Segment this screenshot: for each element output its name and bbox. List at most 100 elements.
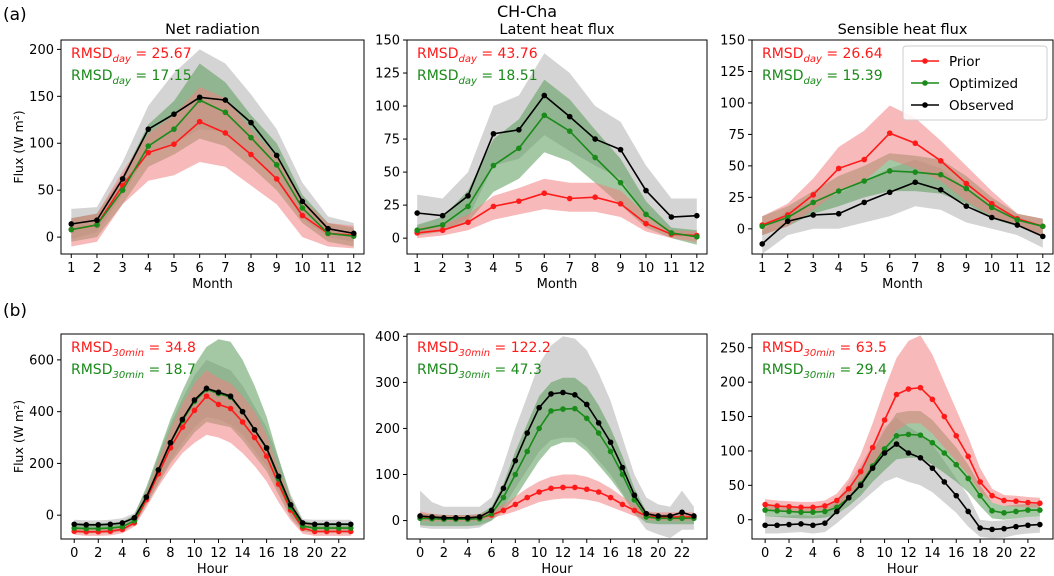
x-tick-label: 0	[70, 546, 78, 561]
optimized-point	[95, 525, 102, 532]
subplot-b3: 0 2 4 6 8 10 12 14 16 18 20 22 0 50 100 150 200 250 Hour RM…	[720, 333, 1054, 576]
optimized-point	[798, 509, 804, 515]
prior-point	[643, 220, 649, 227]
observed-point	[1001, 525, 1007, 532]
x-tick-label: 5	[170, 261, 178, 276]
observed-point	[441, 515, 447, 521]
optimized-point	[822, 508, 828, 515]
optimized-point	[1014, 217, 1021, 223]
rmsd-prior-annotation: RMSDday = 43.76	[417, 46, 538, 65]
y-tick-label: 400	[375, 330, 400, 345]
x-tick-label: 1	[758, 261, 766, 276]
prior-point	[869, 444, 876, 451]
x-tick-label: 6	[833, 546, 841, 561]
y-tick-label: 25	[383, 199, 400, 214]
optimized-point	[222, 109, 229, 116]
rmsd-opt-annotation: RMSDday = 15.39	[762, 68, 883, 87]
subplot-title: Latent heat flux	[499, 22, 615, 38]
x-tick-label: 11	[320, 261, 337, 276]
observed-point	[643, 187, 649, 194]
x-tick-label: 4	[809, 546, 817, 561]
optimized-point	[1039, 223, 1046, 230]
observed-band	[762, 159, 1043, 254]
optimized-point	[912, 169, 919, 175]
optimized-point	[679, 515, 685, 522]
prior-point	[963, 180, 970, 187]
x-tick-label: 18	[972, 546, 989, 561]
observed-line	[71, 96, 354, 235]
observed-point	[203, 385, 210, 392]
rmsd-prior-annotation: RMSDday = 25.67	[71, 46, 192, 65]
y-tick-label: 600	[29, 353, 54, 368]
x-tick-label: 2	[784, 261, 792, 276]
prior-point	[774, 503, 780, 509]
optimized-point	[145, 143, 152, 149]
axes-frame	[406, 39, 708, 255]
observed-point	[347, 521, 354, 528]
prior-point	[215, 401, 222, 408]
prior-point	[179, 424, 186, 430]
axes-frame	[751, 333, 1054, 540]
legend-label-prior: Prior	[949, 54, 980, 70]
observed-line	[761, 181, 1044, 245]
legend-marker-optimized	[922, 80, 928, 86]
y-tick-label: 0	[46, 231, 54, 246]
subplot-b2: 0 2 4 6 8 10 12 14 16 18 20 22 0 100 200 300 400 Hour RMSD…	[375, 330, 708, 576]
y-tick-label: 250	[720, 341, 745, 356]
row-label-a: (a)	[3, 5, 27, 25]
prior-point	[617, 201, 624, 207]
observed-point	[572, 392, 578, 398]
observed-point	[488, 507, 495, 514]
subplot-title: Net radiation	[165, 22, 260, 38]
optimized-point	[762, 507, 768, 513]
observed-point	[810, 212, 817, 218]
observed-point	[83, 521, 90, 528]
x-axis-label: Month	[537, 277, 578, 292]
x-axis-label: Hour	[197, 562, 229, 576]
observed-point	[886, 189, 893, 196]
optimized-point	[619, 471, 626, 478]
observed-point	[215, 389, 222, 396]
optimized-point	[71, 525, 78, 531]
prior-point	[845, 485, 852, 492]
x-tick-label: 6	[487, 546, 495, 561]
x-tick-label: 8	[857, 546, 865, 561]
prior-point	[592, 194, 598, 200]
observed-point	[350, 230, 357, 237]
observed-point	[311, 521, 318, 528]
x-tick-label: 12	[1035, 261, 1052, 276]
x-tick-label: 10	[186, 546, 203, 561]
observed-point	[857, 482, 864, 489]
prior-point	[886, 130, 893, 136]
x-tick-label: 3	[464, 261, 472, 276]
x-tick-label: 4	[464, 546, 472, 561]
x-tick-label: 9	[962, 261, 970, 276]
optimized-point	[107, 525, 114, 531]
prior-band	[71, 86, 354, 249]
observed-point	[759, 241, 766, 247]
observed-point	[191, 397, 198, 403]
prior-point	[572, 484, 578, 491]
observed-point	[583, 401, 590, 408]
prior-point	[541, 190, 548, 197]
rmsd-prior-annotation: RMSD30min = 122.2	[417, 340, 551, 359]
optimized-point	[465, 203, 471, 210]
observed-point	[512, 457, 519, 464]
x-tick-label: 6	[142, 546, 150, 561]
optimized-point	[323, 525, 330, 531]
x-axis-label: Month	[882, 277, 923, 292]
observed-line	[417, 94, 697, 218]
x-tick-label: 16	[602, 546, 619, 561]
plot-area	[414, 53, 700, 245]
x-tick-label: 6	[196, 261, 204, 276]
subplot-a3: 1 2 3 4 5 6 7 8 9 10 11 120255075100125150MonthSens…	[720, 22, 1054, 292]
x-tick-label: 4	[835, 261, 843, 276]
prior-point	[439, 227, 446, 234]
observed-point	[988, 214, 995, 221]
x-axis-label: Month	[192, 277, 233, 292]
optimized-point	[759, 223, 766, 230]
prior-point	[989, 492, 995, 499]
observed-point	[71, 521, 78, 528]
observed-point	[476, 514, 483, 520]
optimized-line	[71, 99, 354, 237]
